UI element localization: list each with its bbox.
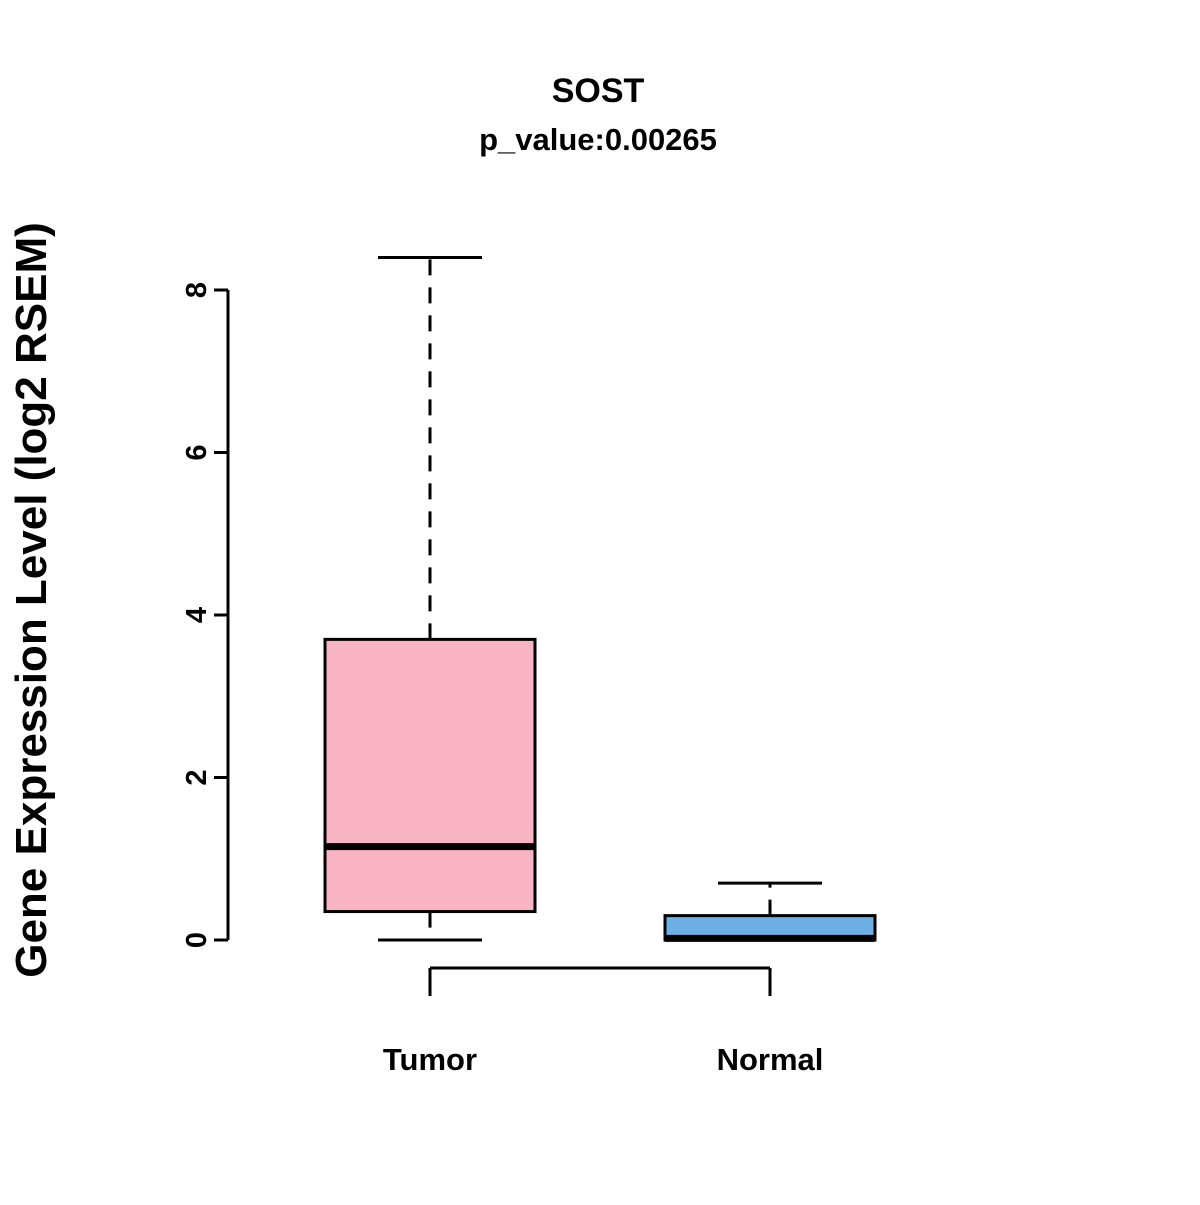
y-tick-label: 0 bbox=[181, 932, 213, 948]
y-axis: 0 2 4 6 8 bbox=[181, 282, 230, 948]
x-axis: Tumor Normal bbox=[383, 966, 824, 1077]
y-tick-label: 4 bbox=[181, 607, 213, 623]
y-tick-label: 8 bbox=[181, 282, 213, 298]
boxplots bbox=[323, 256, 877, 942]
y-tick-label: 2 bbox=[181, 769, 213, 785]
y-axis-label: Gene Expression Level (log2 RSEM) bbox=[7, 222, 56, 978]
group-label-tumor: Tumor bbox=[383, 1042, 477, 1077]
chart-title: SOST bbox=[552, 72, 645, 110]
group-label-normal: Normal bbox=[717, 1042, 824, 1077]
y-tick-label: 6 bbox=[181, 444, 213, 460]
tumor-box bbox=[323, 637, 537, 914]
chart-subtitle: p_value:0.00265 bbox=[479, 122, 717, 157]
